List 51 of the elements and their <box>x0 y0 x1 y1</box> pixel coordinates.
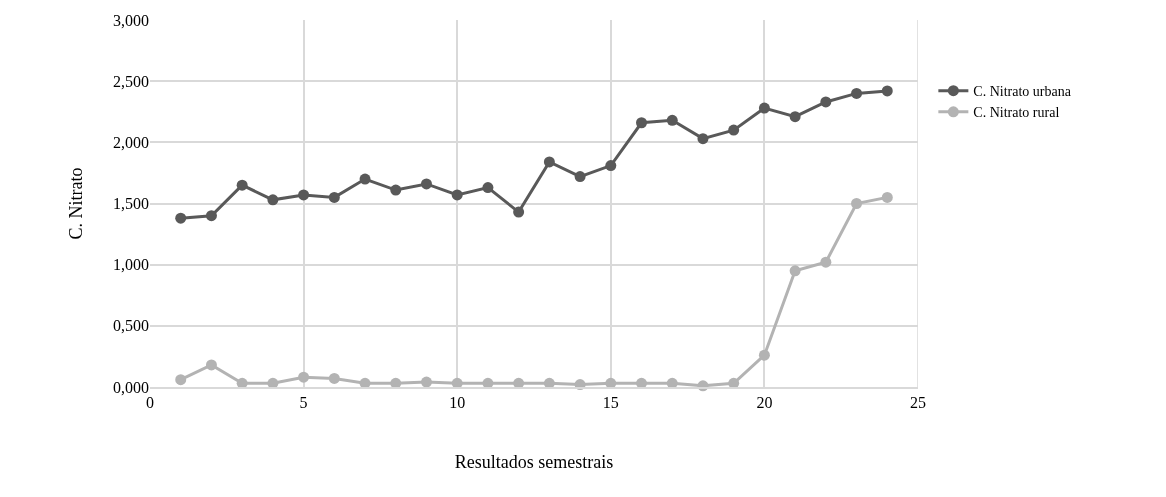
point <box>666 114 678 126</box>
x-tick-label: 0 <box>146 393 154 411</box>
point <box>267 194 279 206</box>
y-tick-label: 3,000 <box>113 11 149 29</box>
point <box>420 178 432 190</box>
point <box>728 124 740 136</box>
point <box>482 182 494 194</box>
point <box>851 87 863 99</box>
point <box>236 179 248 191</box>
point <box>420 376 432 388</box>
legend-label: C. Nitrato urbana <box>973 84 1072 100</box>
point <box>298 371 310 383</box>
point <box>513 206 525 218</box>
point <box>205 210 217 222</box>
point <box>328 191 340 203</box>
point <box>820 96 832 108</box>
point <box>359 173 371 185</box>
point <box>543 156 555 168</box>
legend-label: C. Nitrato rural <box>973 105 1060 121</box>
y-axis-title: C. Nitrato <box>66 167 87 240</box>
point <box>758 349 770 361</box>
point <box>881 85 893 97</box>
y-tick-label: 0,000 <box>113 378 149 396</box>
x-tick-label: 20 <box>756 393 773 411</box>
y-tick-label: 1,500 <box>113 195 149 213</box>
point <box>789 265 801 277</box>
x-tick-label: 10 <box>449 393 466 411</box>
point <box>574 171 586 183</box>
x-axis-title: Resultados semestrais <box>454 451 614 472</box>
point <box>205 359 217 371</box>
point <box>605 160 617 172</box>
y-tick-label: 1,000 <box>113 256 149 274</box>
point <box>820 256 832 268</box>
y-tick-label: 2,000 <box>113 133 149 151</box>
point <box>758 102 770 114</box>
point <box>175 212 187 224</box>
point <box>636 117 648 129</box>
x-tick-label: 15 <box>602 393 619 411</box>
point <box>851 198 863 209</box>
point <box>789 111 801 123</box>
y-tick-label: 2,500 <box>113 72 149 90</box>
x-tick-label: 5 <box>299 393 308 411</box>
point <box>697 133 709 145</box>
point <box>881 191 893 203</box>
point <box>390 184 402 196</box>
point <box>175 374 187 386</box>
point <box>451 189 463 201</box>
point <box>328 372 340 384</box>
x-tick-label: 25 <box>910 393 926 411</box>
point <box>298 189 310 201</box>
y-tick-label: 0,500 <box>113 317 149 335</box>
